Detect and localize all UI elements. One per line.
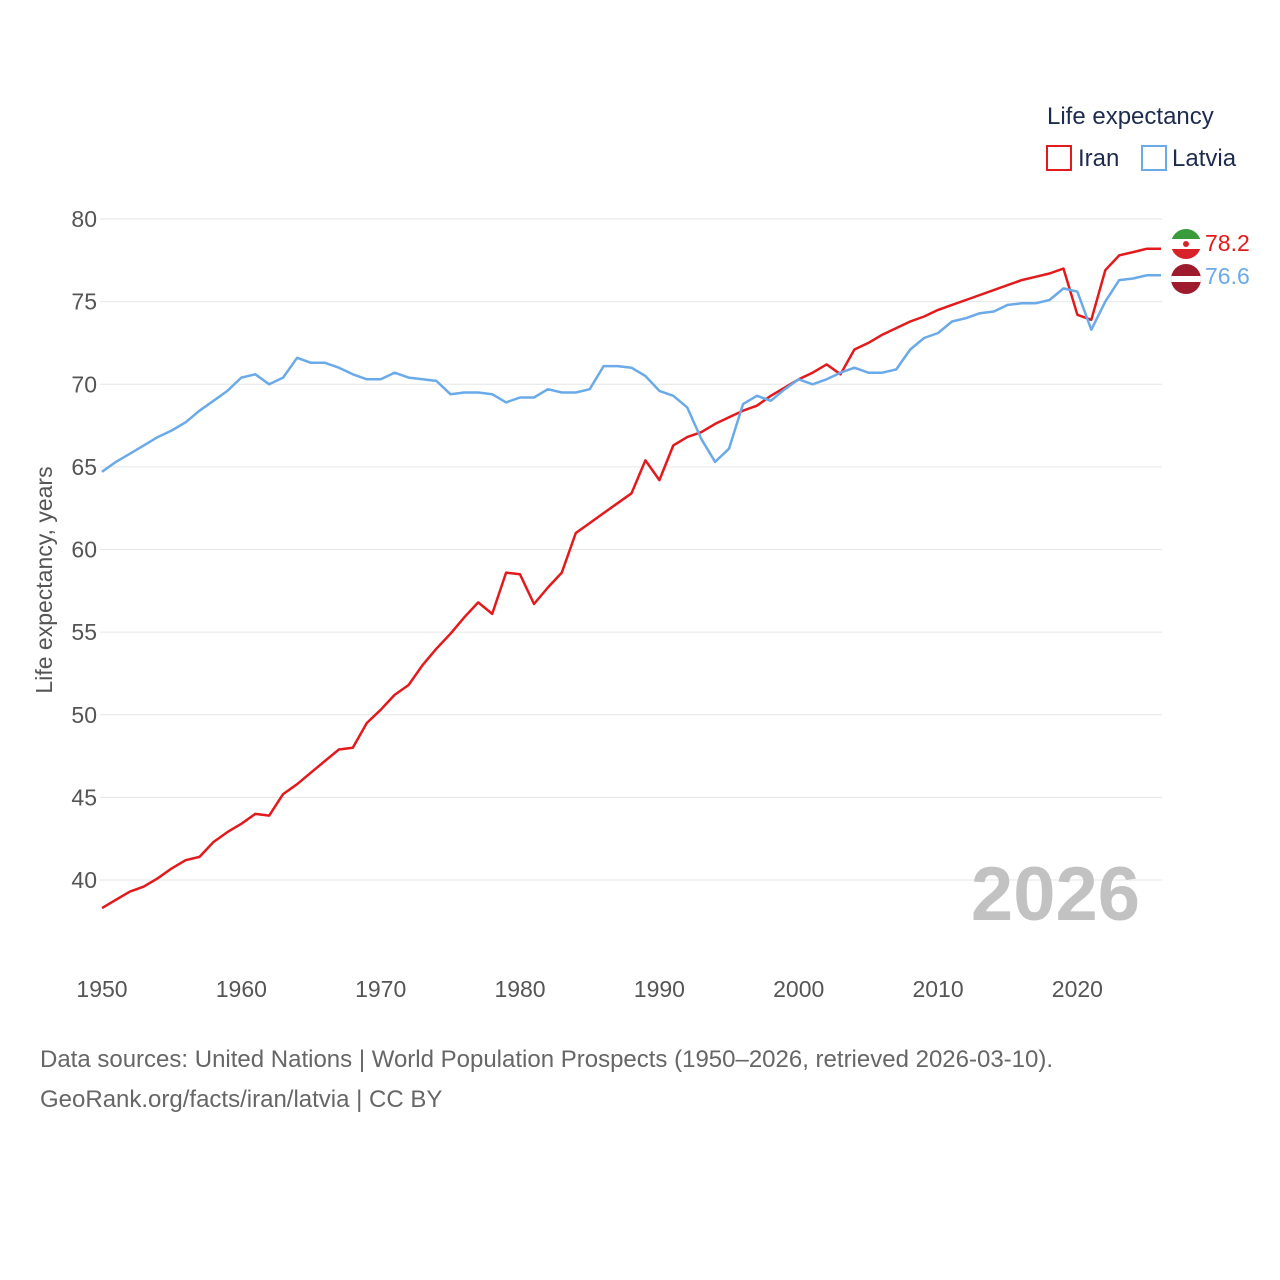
y-tick-label: 75	[71, 289, 97, 315]
y-tick-label: 40	[71, 867, 97, 893]
iran-flag-icon	[1171, 229, 1201, 259]
end-value-latvia: 76.6	[1205, 263, 1250, 289]
x-tick-label: 2020	[1052, 976, 1103, 1002]
legend-label-iran: Iran	[1078, 145, 1119, 172]
footer-sources: Data sources: United Nations | World Pop…	[40, 1046, 1054, 1073]
y-tick-label: 50	[71, 702, 97, 728]
legend-label-latvia: Latvia	[1172, 145, 1237, 172]
y-tick-label: 60	[71, 537, 97, 563]
x-axis-ticks: 1950 1960 1970 1980 1990 2000 2010 2020	[76, 976, 1103, 1002]
latvia-flag-icon	[1171, 264, 1201, 294]
series-line-iran	[101, 247, 1161, 910]
x-tick-label: 1970	[355, 976, 406, 1002]
year-overlay: 2026	[971, 852, 1140, 937]
life-expectancy-chart: 40 45 50 55 60 65 70 75 80 1950 1960 1970 1980 1990 2…	[31, 103, 1250, 1002]
end-value-iran: 78.2	[1205, 230, 1250, 256]
legend-swatch-latvia	[1141, 145, 1167, 171]
y-tick-label: 45	[71, 784, 97, 810]
legend-swatch-iran	[1046, 145, 1072, 171]
x-tick-label: 1990	[634, 976, 685, 1002]
y-axis-title: Life expectancy, years	[31, 466, 57, 693]
series-lines	[101, 247, 1161, 910]
x-tick-label: 2010	[912, 976, 963, 1002]
x-tick-label: 1960	[216, 976, 267, 1002]
legend: Life expectancy Iran Latvia	[1046, 103, 1237, 172]
footer-attribution[interactable]: GeoRank.org/facts/iran/latvia | CC BY	[40, 1086, 443, 1113]
x-tick-label: 1950	[76, 976, 127, 1002]
y-tick-label: 80	[71, 206, 97, 232]
x-tick-label: 1980	[494, 976, 545, 1002]
y-tick-label: 70	[71, 371, 97, 397]
gridlines	[100, 218, 1162, 881]
legend-item-latvia[interactable]: Latvia	[1141, 145, 1237, 172]
footer: Data sources: United Nations | World Pop…	[40, 1040, 1053, 1120]
legend-title: Life expectancy	[1047, 103, 1214, 130]
y-axis-ticks: 40 45 50 55 60 65 70 75 80	[71, 206, 97, 893]
legend-item-iran[interactable]: Iran	[1046, 145, 1119, 172]
x-tick-label: 2000	[773, 976, 824, 1002]
y-tick-label: 65	[71, 454, 97, 480]
y-tick-label: 55	[71, 619, 97, 645]
series-line-latvia	[101, 273, 1161, 473]
